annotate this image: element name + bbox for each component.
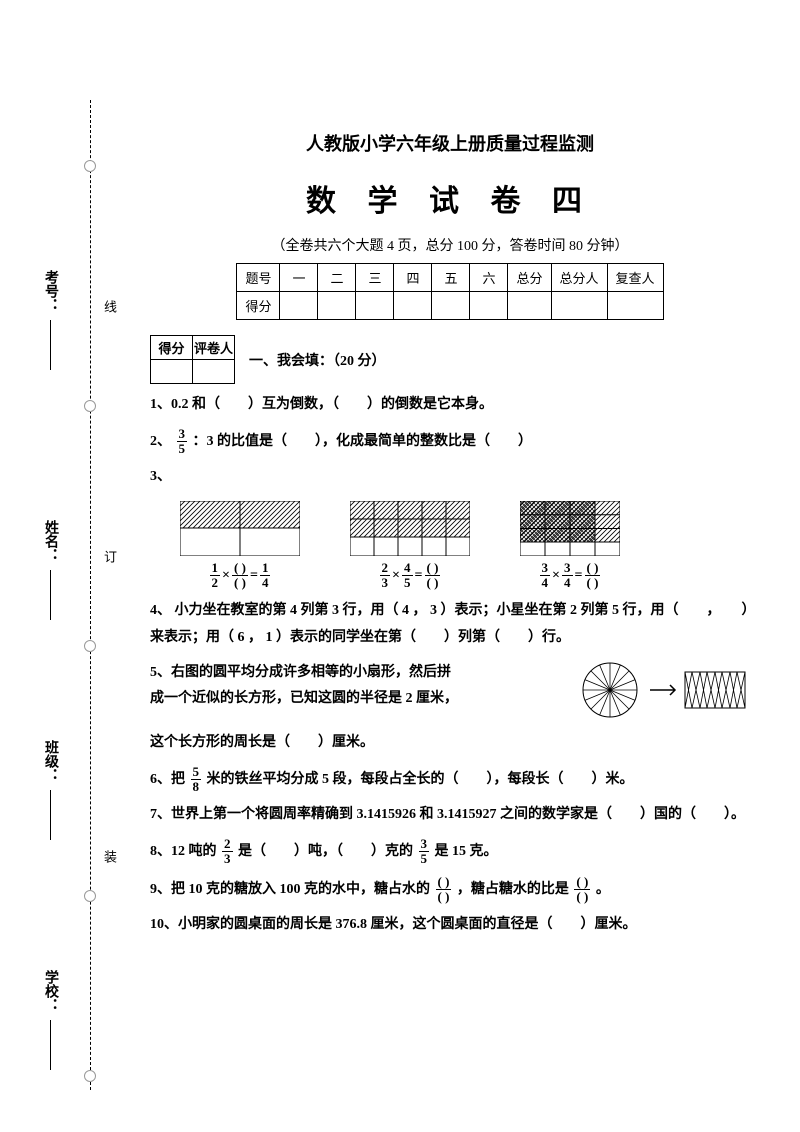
q5-figure: [580, 660, 750, 731]
side-char-ding: 订: [100, 550, 119, 563]
text: 6、把: [150, 772, 185, 787]
question-4: 4、 小力坐在教室的第 4 列第 3 行，用（ 4 ， 3 ）表示；小星坐在第 …: [150, 598, 750, 651]
cell: [508, 292, 551, 320]
grid-svg: [350, 501, 470, 556]
denominator: 5: [177, 442, 188, 456]
text: 是（ ）吨，（ ）克的: [238, 844, 413, 859]
fraction: ( )( ): [436, 875, 452, 905]
circle-marker: [84, 890, 96, 902]
label-class: 班级：: [40, 740, 60, 840]
cell: 得分: [151, 336, 193, 360]
cell: 一: [280, 264, 318, 292]
score-table: 题号 一 二 三 四 五 六 总分 总分人 复查人 得分: [236, 263, 663, 320]
cell: 题号: [237, 264, 280, 292]
question-7: 7、世界上第一个将圆周率精确到 3.1415926 和 3.1415927 之间…: [150, 802, 750, 829]
cell: [356, 292, 394, 320]
equation-2: 23× 45= ( )( ): [350, 561, 470, 591]
circle-marker: [84, 1070, 96, 1082]
text: 8、12 吨的: [150, 844, 217, 859]
cell: [193, 360, 235, 384]
text: 。: [596, 882, 610, 897]
cell: 二: [318, 264, 356, 292]
label-text: 姓名：: [43, 520, 58, 562]
cell: [318, 292, 356, 320]
circle-marker: [84, 640, 96, 652]
question-2: 2、 35 ：3 的比值是（ ），化成最简单的整数比是（ ）: [150, 427, 750, 457]
section-header: 得分评卷人 一、我会填：（20 分）: [150, 335, 750, 384]
cell: 复查人: [607, 264, 663, 292]
label-text: 学校：: [43, 970, 58, 1012]
side-char-xian: 线: [100, 300, 119, 313]
cell: 得分: [237, 292, 280, 320]
binding-dashed-line: [90, 100, 91, 1090]
question-6: 6、把 58 米的铁丝平均分成 5 段，每段占全长的（ ），每段长（ ）米。: [150, 765, 750, 795]
cell: [151, 360, 193, 384]
text: 2、: [150, 434, 171, 449]
question-5: 5、右图的圆平均分成许多相等的小扇形，然后拼 成一个近似的长方形，已知这圆的半径…: [150, 660, 750, 757]
question-8: 8、12 吨的 23 是（ ）吨，（ ）克的 35 是 15 克。: [150, 837, 750, 867]
equation-1: 12× ( )( )= 14: [180, 561, 300, 591]
label-school: 学校：: [40, 970, 60, 1070]
cell: [607, 292, 663, 320]
page-content: 人教版小学六年级上册质量过程监测 数 学 试 卷 四 （全卷共六个大题 4 页，…: [150, 130, 750, 947]
section-score-box: 得分评卷人: [150, 335, 235, 384]
fraction: 35: [419, 837, 430, 867]
circle-marker: [84, 400, 96, 412]
cell: [432, 292, 470, 320]
question-9: 9、把 10 克的糖放入 100 克的水中，糖占水的 ( )( ) ，糖占糖水的…: [150, 875, 750, 905]
paper-title: 数 学 试 卷 四: [150, 176, 750, 220]
cell: [394, 292, 432, 320]
table-row: 得分: [237, 292, 663, 320]
fraction: 35: [177, 427, 188, 457]
cell: [551, 292, 607, 320]
fraction: ( )( ): [574, 875, 590, 905]
text: 是 15 克。: [435, 844, 498, 859]
label-text: 班级：: [43, 740, 58, 782]
grid-figure-1: 12× ( )( )= 14: [180, 501, 300, 591]
cell: 评卷人: [193, 336, 235, 360]
circle-to-rect-svg: [580, 660, 750, 720]
question-10: 10、小明家的圆桌面的周长是 376.8 厘米，这个圆桌面的直径是（ ）厘米。: [150, 912, 750, 939]
question-1: 1、0.2 和（ ）互为倒数，（ ）的倒数是它本身。: [150, 392, 750, 419]
fraction: 58: [191, 765, 202, 795]
text: 这个长方形的周长是（ ）厘米。: [150, 730, 750, 757]
grid-figure-3: 34× 34= ( )( ): [520, 501, 620, 591]
cell: 总分: [508, 264, 551, 292]
cell: 总分人: [551, 264, 607, 292]
fraction: 23: [222, 837, 233, 867]
label-text: 考号：: [43, 270, 58, 312]
cell: 五: [432, 264, 470, 292]
side-char-zhuang: 装: [100, 850, 119, 863]
section-title: 一、我会填：（20 分）: [249, 350, 386, 370]
equation-3: 34× 34= ( )( ): [520, 561, 620, 591]
label-name: 姓名：: [40, 520, 60, 620]
grid-svg: [520, 501, 620, 556]
grids-row: 12× ( )( )= 14 23× 45= ( )( ): [180, 501, 750, 591]
cell: 六: [470, 264, 508, 292]
grid-svg: [180, 501, 300, 556]
paper-subtitle: 人教版小学六年级上册质量过程监测: [150, 130, 750, 156]
circle-marker: [84, 160, 96, 172]
text: ：3 的比值是（ ），化成最简单的整数比是（ ）: [193, 434, 533, 449]
text: ，糖占糖水的比是: [457, 882, 569, 897]
text: 米的铁丝平均分成 5 段，每段占全长的（ ），每段长（ ）米。: [207, 772, 634, 787]
table-row: 题号 一 二 三 四 五 六 总分 总分人 复查人: [237, 264, 663, 292]
binding-margin: 线 订 装 考号： 姓名： 班级： 学校：: [30, 100, 110, 1090]
cell: 四: [394, 264, 432, 292]
question-3: 3、: [150, 464, 750, 491]
exam-info: （全卷共六个大题 4 页，总分 100 分，答卷时间 80 分钟）: [150, 235, 750, 255]
grid-figure-2: 23× 45= ( )( ): [350, 501, 470, 591]
cell: [470, 292, 508, 320]
numerator: 3: [177, 427, 188, 442]
cell: 三: [356, 264, 394, 292]
cell: [280, 292, 318, 320]
text: 9、把 10 克的糖放入 100 克的水中，糖占水的: [150, 882, 430, 897]
label-exam-id: 考号：: [40, 270, 60, 370]
